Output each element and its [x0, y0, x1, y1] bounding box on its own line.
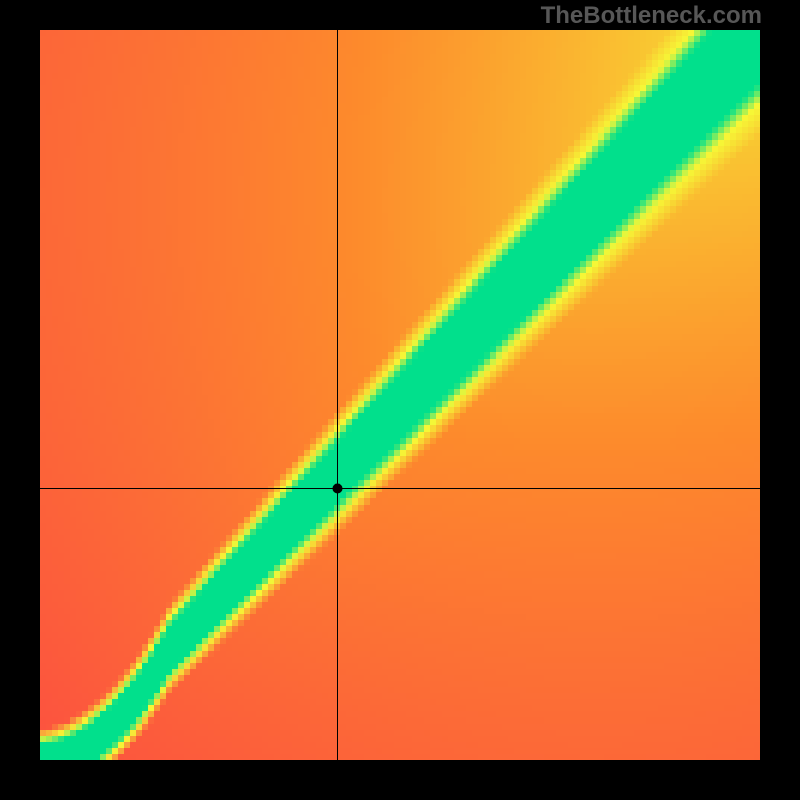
- bottleneck-heatmap: [40, 30, 760, 760]
- watermark-text: TheBottleneck.com: [541, 2, 762, 30]
- chart-container: TheBottleneck.com: [0, 0, 800, 800]
